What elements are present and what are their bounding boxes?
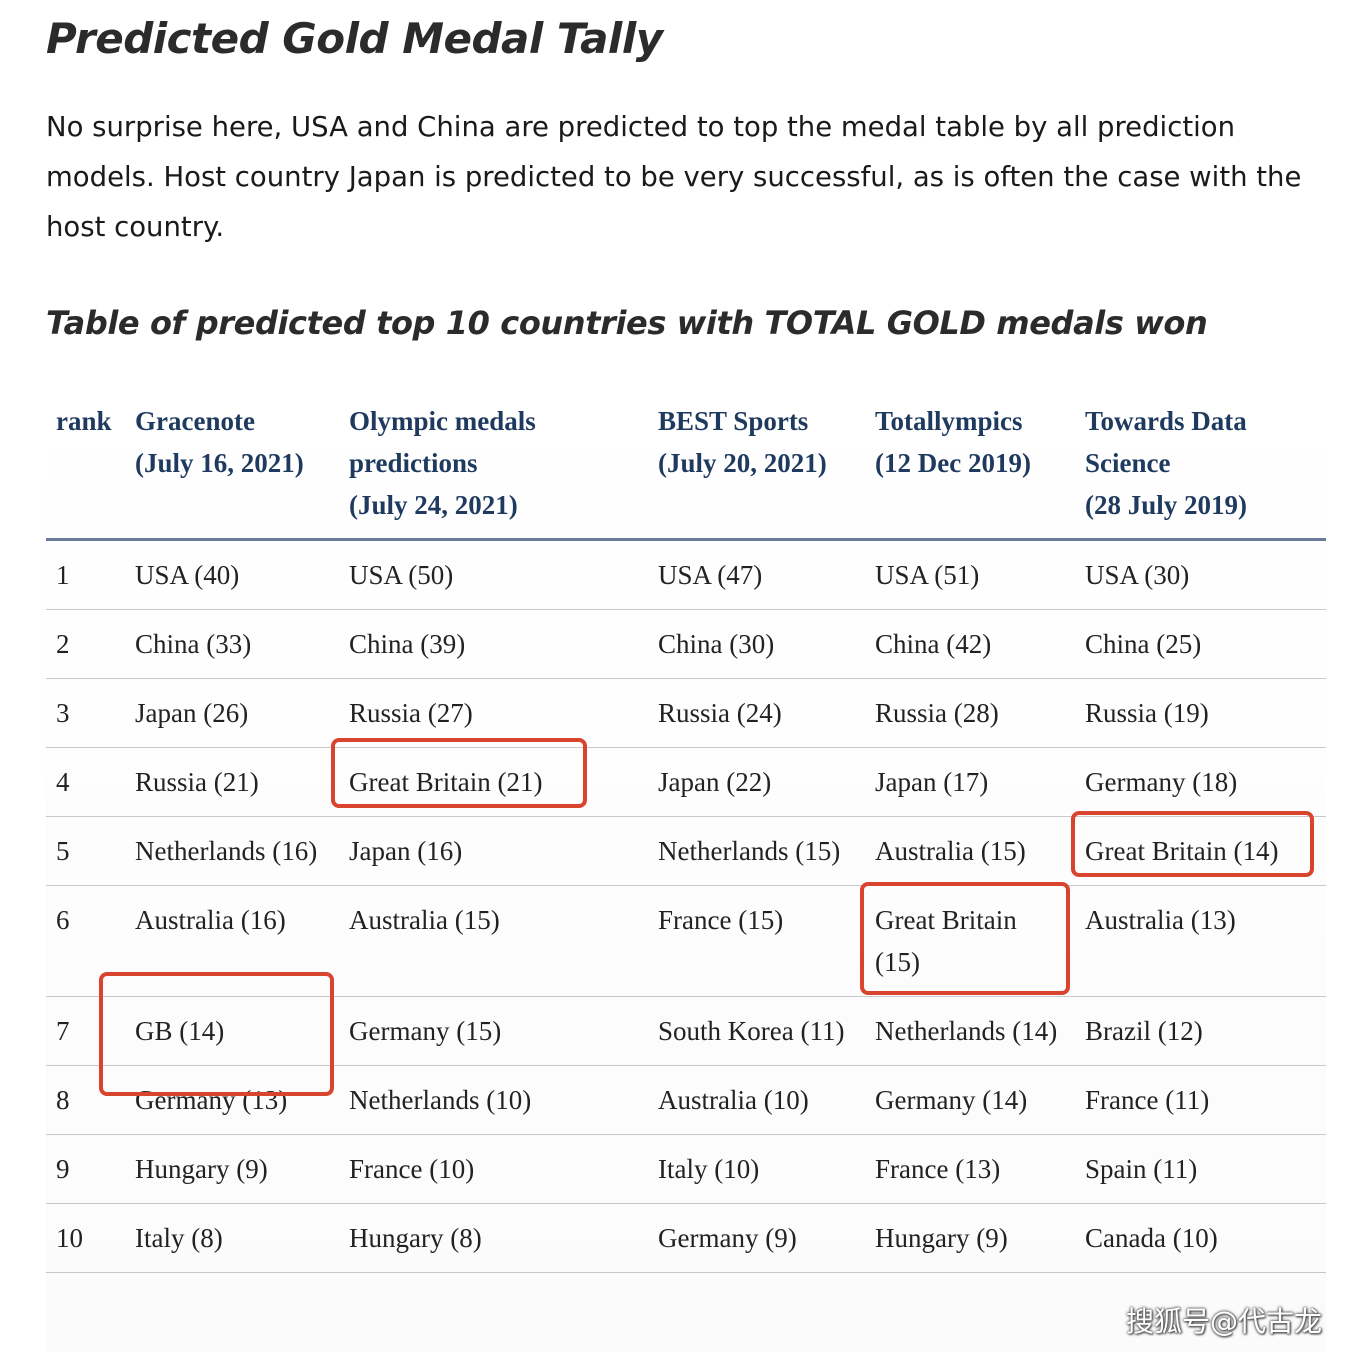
table-cell: China (39) <box>339 609 648 679</box>
table-cell: Netherlands (15) <box>648 816 865 886</box>
page-title: Predicted Gold Medal Tally <box>46 14 663 63</box>
rank-cell: 1 <box>46 539 125 610</box>
table-cell: USA (47) <box>648 539 865 610</box>
header-line: Towards Data <box>1085 406 1247 436</box>
table-row: 10 Italy (8) Hungary (8) Germany (9) Hun… <box>46 1203 1326 1273</box>
table-cell: Hungary (9) <box>125 1134 339 1204</box>
header-line: (July 20, 2021) <box>658 448 827 478</box>
table-cell: Germany (18) <box>1075 747 1326 817</box>
rank-cell: 2 <box>46 609 125 679</box>
highlight-box-tds-great-britain <box>1071 811 1314 877</box>
table-cell: China (33) <box>125 609 339 679</box>
highlight-box-gracenote-gb <box>99 972 334 1096</box>
table-cell: Germany (14) <box>865 1065 1075 1135</box>
medal-prediction-table: rank Gracenote (July 16, 2021) Olympic m… <box>46 388 1326 1273</box>
table-cell: Netherlands (14) <box>865 996 1075 1066</box>
table-cell: Japan (16) <box>339 816 648 886</box>
table-cell: Australia (16) <box>125 885 339 997</box>
table-cell: Russia (28) <box>865 678 1075 748</box>
highlight-box-olympic-great-britain <box>331 738 587 808</box>
rank-cell: 6 <box>46 885 125 997</box>
header-best-sports: BEST Sports (July 20, 2021) <box>648 388 865 541</box>
table-cell: Germany (13) <box>125 1065 339 1135</box>
table-cell: Russia (19) <box>1075 678 1326 748</box>
header-line: rank <box>56 406 112 436</box>
table-cell: South Korea (11) <box>648 996 865 1066</box>
header-olympic-medals-predictions: Olympic medals predictions (July 24, 202… <box>339 388 648 541</box>
table-cell: Japan (17) <box>865 747 1075 817</box>
table-cell: China (42) <box>865 609 1075 679</box>
table-row: 1 USA (40) USA (50) USA (47) USA (51) US… <box>46 539 1326 610</box>
header-gracenote: Gracenote (July 16, 2021) <box>125 388 339 541</box>
table-cell: Australia (15) <box>339 885 648 997</box>
header-line: predictions <box>349 448 478 478</box>
header-line: Science <box>1085 448 1171 478</box>
table-cell: USA (30) <box>1075 539 1326 610</box>
highlight-box-totallympics-great-britain <box>860 882 1070 995</box>
table-cell: Germany (9) <box>648 1203 865 1273</box>
table-cell: Netherlands (16) <box>125 816 339 886</box>
table-row: 3 Japan (26) Russia (27) Russia (24) Rus… <box>46 678 1326 748</box>
table-cell: Brazil (12) <box>1075 996 1326 1066</box>
table-cell: USA (40) <box>125 539 339 610</box>
table-cell: France (11) <box>1075 1065 1326 1135</box>
table-cell: China (30) <box>648 609 865 679</box>
table-cell: Australia (13) <box>1075 885 1326 997</box>
rank-cell: 10 <box>46 1203 125 1273</box>
header-rank: rank <box>46 388 125 541</box>
header-row: rank Gracenote (July 16, 2021) Olympic m… <box>46 388 1326 541</box>
table-cell: Italy (10) <box>648 1134 865 1204</box>
intro-paragraph: No surprise here, USA and China are pred… <box>46 111 1302 243</box>
rank-cell: 3 <box>46 678 125 748</box>
table-cell: Germany (15) <box>339 996 648 1066</box>
header-line: Olympic medals <box>349 406 536 436</box>
table-cell: France (15) <box>648 885 865 997</box>
table-cell: USA (51) <box>865 539 1075 610</box>
table-cell: France (10) <box>339 1134 648 1204</box>
table-cell: Canada (10) <box>1075 1203 1326 1273</box>
table-cell: Hungary (8) <box>339 1203 648 1273</box>
table-cell: Spain (11) <box>1075 1134 1326 1204</box>
rank-cell: 4 <box>46 747 125 817</box>
table-cell: Hungary (9) <box>865 1203 1075 1273</box>
header-line: (28 July 2019) <box>1085 490 1247 520</box>
rank-cell: 9 <box>46 1134 125 1204</box>
table-cell: USA (50) <box>339 539 648 610</box>
table-cell: Italy (8) <box>125 1203 339 1273</box>
rank-cell: 8 <box>46 1065 125 1135</box>
table-cell: China (25) <box>1075 609 1326 679</box>
table-cell: Japan (26) <box>125 678 339 748</box>
watermark: 搜狐号@代古龙 <box>1125 1305 1322 1338</box>
header-line: Gracenote <box>135 406 255 436</box>
header-towards-data-science: Towards Data Science (28 July 2019) <box>1075 388 1326 541</box>
table-cell: Australia (15) <box>865 816 1075 886</box>
header-line: BEST Sports <box>658 406 809 436</box>
header-line: (July 16, 2021) <box>135 448 304 478</box>
header-line: (July 24, 2021) <box>349 490 518 520</box>
table-cell: Japan (22) <box>648 747 865 817</box>
rank-cell: 7 <box>46 996 125 1066</box>
table-cell: Russia (21) <box>125 747 339 817</box>
table-cell: France (13) <box>865 1134 1075 1204</box>
header-line: Totallympics <box>875 406 1023 436</box>
header-line: (12 Dec 2019) <box>875 448 1031 478</box>
table-heading: Table of predicted top 10 countries with… <box>46 304 1208 342</box>
table-cell: Russia (27) <box>339 678 648 748</box>
table-cell: Netherlands (10) <box>339 1065 648 1135</box>
table-row: 8 Germany (13) Netherlands (10) Australi… <box>46 1065 1326 1135</box>
table-row: 4 Russia (21) Great Britain (21) Japan (… <box>46 747 1326 817</box>
table-cell-highlighted: Great Britain (15) <box>865 885 1075 997</box>
table-cell: Australia (10) <box>648 1065 865 1135</box>
header-totallympics: Totallympics (12 Dec 2019) <box>865 388 1075 541</box>
table-row: 2 China (33) China (39) China (30) China… <box>46 609 1326 679</box>
table-cell-highlighted: GB (14) <box>125 996 339 1066</box>
table-row: 9 Hungary (9) France (10) Italy (10) Fra… <box>46 1134 1326 1204</box>
table-row: 7 GB (14) Germany (15) South Korea (11) … <box>46 996 1326 1066</box>
rank-cell: 5 <box>46 816 125 886</box>
table-cell: Russia (24) <box>648 678 865 748</box>
table-row: 6 Australia (16) Australia (15) France (… <box>46 885 1326 997</box>
